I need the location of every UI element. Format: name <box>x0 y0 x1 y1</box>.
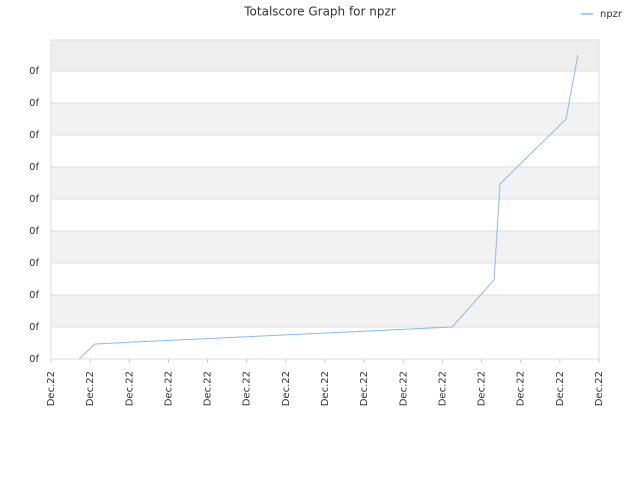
x-tick-label: Dec.22 <box>437 371 448 406</box>
x-tick-label: Dec.22 <box>46 371 57 406</box>
chart-title: Totalscore Graph for npzr <box>243 5 396 19</box>
y-tick-label: 0f <box>29 290 39 301</box>
x-tick-label: Dec.22 <box>320 371 331 406</box>
x-tick-label: Dec.22 <box>242 371 253 406</box>
y-tick-label: 0f <box>29 162 39 173</box>
x-tick-label: Dec.22 <box>281 371 292 406</box>
y-tick-label: 0f <box>29 354 39 365</box>
y-tick-label: 0f <box>29 322 39 333</box>
y-tick-label: 0f <box>29 98 39 109</box>
y-tick-label: 0f <box>29 66 39 77</box>
grid-band <box>51 167 599 200</box>
grid-band <box>51 40 599 72</box>
x-tick-label: Dec.22 <box>516 371 527 406</box>
y-tick-label: 0f <box>29 226 39 237</box>
x-tick-label: Dec.22 <box>124 371 135 406</box>
x-tick-label: Dec.22 <box>85 371 96 406</box>
x-tick-label: Dec.22 <box>594 371 605 406</box>
x-tick-label: Dec.22 <box>203 371 214 406</box>
x-tick-label: Dec.22 <box>477 371 488 406</box>
x-tick-label: Dec.22 <box>398 371 409 406</box>
y-tick-label: 0f <box>29 130 39 141</box>
series-line <box>78 54 579 360</box>
grid-band <box>51 103 599 136</box>
x-tick-label: Dec.22 <box>163 371 174 406</box>
y-tick-label: 0f <box>29 194 39 205</box>
grid-band <box>51 295 599 328</box>
legend-label: npzr <box>600 9 623 20</box>
grid-band <box>51 231 599 264</box>
x-tick-label: Dec.22 <box>555 371 566 406</box>
x-tick-label: Dec.22 <box>359 371 370 406</box>
y-tick-label: 0f <box>29 258 39 269</box>
